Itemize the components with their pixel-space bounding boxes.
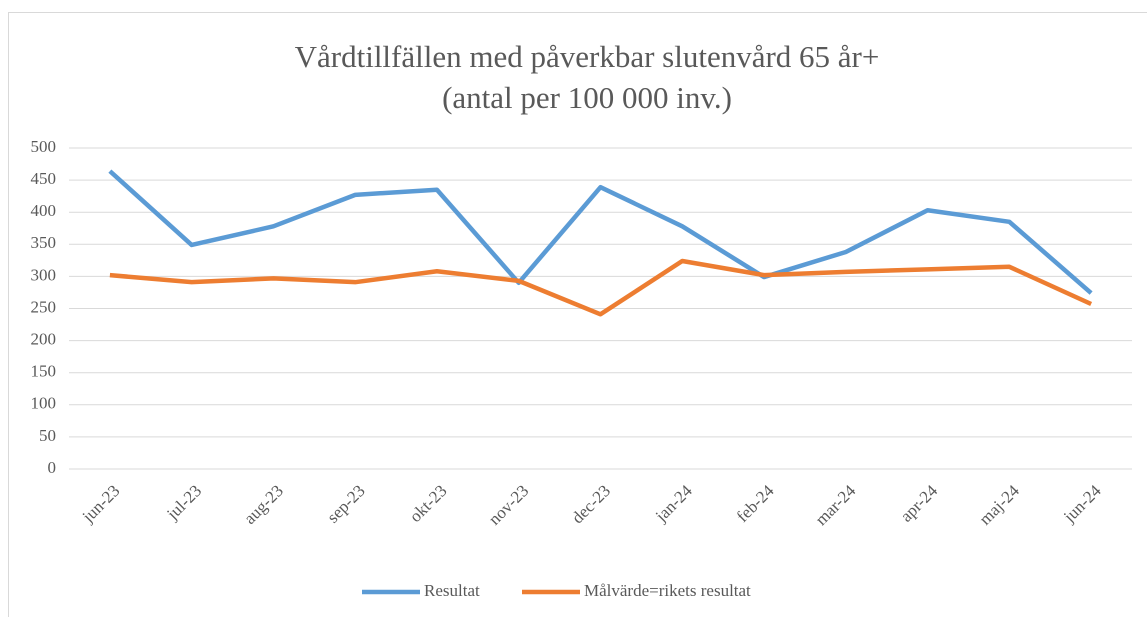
y-tick-label: 250	[31, 297, 57, 316]
x-tick-label: jun-23	[78, 481, 124, 527]
x-tick-label: jun-24	[1059, 481, 1105, 527]
y-tick-label: 350	[31, 233, 57, 252]
legend-label: Målvärde=rikets resultat	[584, 581, 751, 600]
line-series	[108, 169, 1093, 295]
chart-frame	[8, 12, 1147, 617]
x-tick-label: jan-24	[651, 481, 696, 526]
x-tick-label: aug-23	[240, 481, 287, 528]
y-tick-label: 300	[31, 265, 57, 284]
y-tick-label: 100	[31, 394, 57, 413]
y-tick-label: 0	[48, 458, 57, 477]
y-tick-label: 50	[39, 426, 56, 445]
line-series	[109, 258, 1093, 317]
y-tick-label: 150	[31, 362, 57, 381]
x-tick-label: feb-24	[733, 481, 778, 526]
x-tick-label: sep-23	[323, 481, 368, 526]
x-tick-label: maj-24	[975, 481, 1023, 529]
x-tick-label: jul-23	[162, 481, 205, 524]
chart-subtitle: (antal per 100 000 inv.)	[442, 80, 732, 115]
y-tick-label: 450	[31, 169, 57, 188]
x-tick-label: mar-24	[811, 481, 859, 529]
y-tick-label: 200	[31, 330, 57, 349]
x-tick-label: apr-24	[897, 481, 942, 526]
x-tick-label: nov-23	[485, 481, 532, 528]
y-tick-label: 500	[31, 137, 57, 156]
chart-title: Vårdtillfällen med påverkbar slutenvård …	[295, 39, 880, 74]
y-tick-label: 400	[31, 201, 57, 220]
x-tick-label: okt-23	[406, 481, 451, 526]
legend-label: Resultat	[424, 581, 480, 600]
x-tick-label: dec-23	[568, 481, 614, 527]
